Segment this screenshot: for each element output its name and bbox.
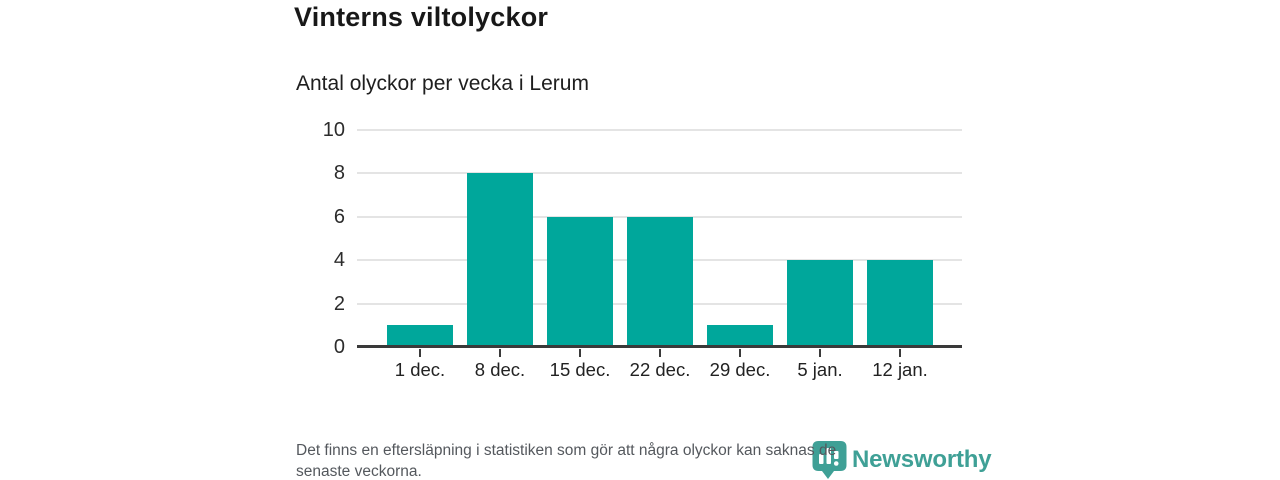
x-axis-line (357, 345, 962, 348)
x-axis-tick-label: 5 jan. (797, 359, 843, 380)
gridline-y-10 (357, 129, 962, 131)
y-axis-tick-label: 10 (322, 119, 345, 141)
footer-note-line: senaste veckorna. (296, 463, 422, 480)
bar-1dec (387, 325, 453, 347)
x-axis-tick-label: 12 jan. (872, 359, 928, 380)
newsworthy-logo-text: Newsworthy (852, 446, 992, 473)
gridline-y-8 (357, 172, 962, 175)
bar-29dec (707, 325, 773, 347)
y-axis-tick-label: 8 (333, 162, 345, 185)
x-tick (499, 349, 501, 357)
bar-chart-plot-area (357, 129, 962, 357)
newsworthy-pin-icon (812, 441, 847, 479)
x-tick (419, 349, 421, 357)
x-tick (579, 349, 581, 357)
x-axis-tick-label: 15 dec. (549, 359, 611, 380)
chart-subtitle: Antal olyckor per vecka i Lerum (296, 72, 589, 95)
x-tick (819, 349, 821, 357)
footer-note-line: Det finns en eftersläpning i statistiken… (296, 442, 837, 459)
y-axis-tick-label: 4 (333, 249, 345, 272)
x-axis-tick-label: 1 dec. (394, 359, 446, 380)
x-axis-tick-label: 29 dec. (709, 359, 771, 380)
x-axis-tick-label: 8 dec. (474, 359, 526, 380)
bar-5jan (787, 260, 853, 347)
x-axis-tick-label: 22 dec. (629, 359, 691, 380)
bar-15dec (547, 216, 613, 347)
bar-12jan (867, 260, 933, 347)
y-axis-tick-label: 2 (333, 292, 345, 315)
newsworthy-logo: Newsworthy (812, 441, 992, 479)
y-axis-tick-label: 0 (333, 336, 345, 358)
x-tick (659, 349, 661, 357)
chart-title: Vinterns viltolyckor (294, 2, 549, 32)
footer-note: Det finns en eftersläpning i statistiken… (296, 440, 836, 480)
bar-8dec (467, 173, 533, 347)
bar-22dec (627, 216, 693, 347)
y-axis-tick-label: 6 (333, 205, 345, 228)
x-tick (899, 349, 901, 357)
gridline-y-6 (357, 215, 962, 218)
x-tick (739, 349, 741, 357)
